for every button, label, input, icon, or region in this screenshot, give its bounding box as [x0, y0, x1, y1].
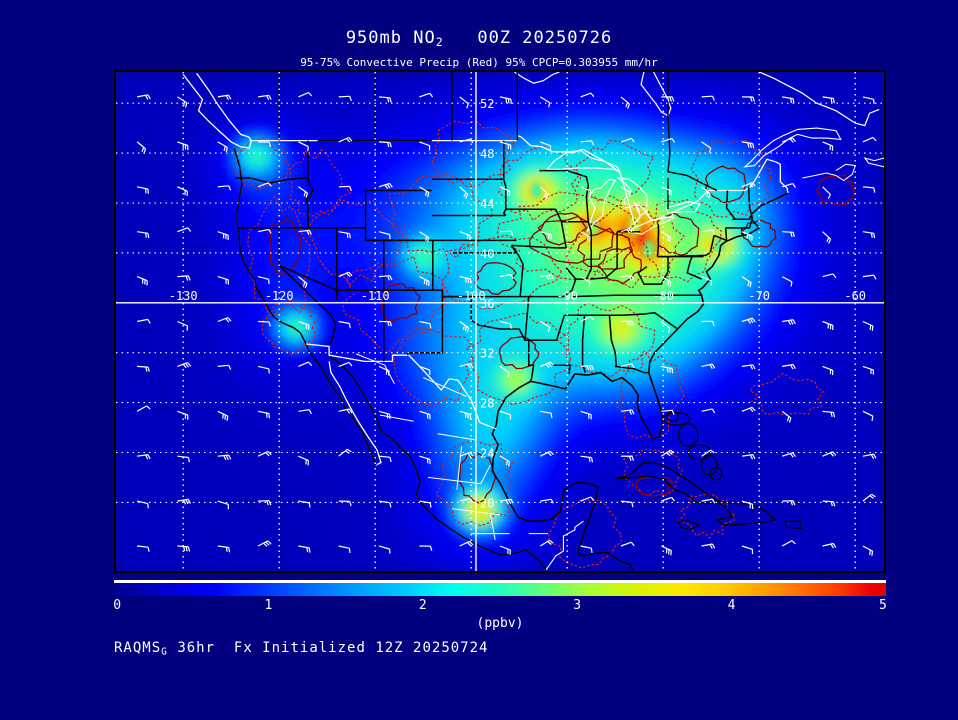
geography-lines: [182, 72, 884, 571]
lat-label: 28: [480, 397, 494, 411]
colorbar-units-label: (ppbv): [114, 616, 886, 631]
convective-precip-contours: [232, 120, 855, 569]
lat-label: 24: [480, 447, 494, 461]
lon-label: -90: [556, 289, 578, 303]
footer-text-post: 36hr Fx Initialized 12Z 20250724: [168, 640, 489, 656]
colorbar-tick-label: 1: [264, 598, 272, 613]
colorbar-tick-label: 3: [573, 598, 581, 613]
lon-label: -110: [361, 289, 390, 303]
lat-label: 48: [480, 147, 494, 161]
lon-label: -70: [748, 289, 770, 303]
lat-label: 20: [480, 496, 494, 510]
colorbar-top-rule: [114, 580, 886, 583]
footer-text-pre: RAQMS: [114, 640, 161, 656]
lat-label: 44: [480, 197, 494, 211]
colorbar-container: 0 1 2 3 4 5 (ppbv): [113, 580, 887, 631]
lat-label: 32: [480, 347, 494, 361]
wind-barbs: [136, 91, 877, 557]
lat-label: 52: [480, 97, 494, 111]
title-subscript: 2: [436, 35, 444, 49]
lon-label: -130: [169, 289, 198, 303]
lat-label: 36: [480, 297, 494, 311]
colorbar-tick-label: 5: [879, 598, 887, 613]
page-subtitle: 95-75% Convective Precip (Red) 95% CPCP=…: [0, 56, 958, 69]
footer-subscript: G: [161, 647, 168, 658]
colorbar-tick-label: 4: [728, 598, 736, 613]
lon-label: -80: [652, 289, 674, 303]
colorbar-tick-label: 0: [113, 598, 121, 613]
no2-concentration-field: [116, 72, 884, 571]
map-panel[interactable]: -130 -120 -110 -100 -90 -80 -70 -60 52 48 44 40 36 32…: [114, 70, 886, 573]
title-text-post: 00Z 20250726: [444, 28, 613, 48]
figure-footer: RAQMSG 36hr Fx Initialized 12Z 20250724: [114, 640, 488, 658]
colorbar-gradient: [114, 583, 886, 596]
title-text-pre: 950mb NO: [346, 28, 436, 48]
lon-label: -100: [457, 289, 486, 303]
colorbar-tick-label: 2: [419, 598, 427, 613]
page-title: 950mb NO2 00Z 20250726: [0, 28, 958, 49]
gridlines: [116, 72, 884, 571]
coordinate-labels: -130 -120 -110 -100 -90 -80 -70 -60 52 48 44 40 36 32…: [169, 97, 866, 510]
lon-label: -120: [265, 289, 294, 303]
lat-label: 40: [480, 247, 494, 261]
map-canvas: -130 -120 -110 -100 -90 -80 -70 -60 52 48 44 40 36 32…: [116, 72, 884, 571]
lon-label: -60: [844, 289, 866, 303]
